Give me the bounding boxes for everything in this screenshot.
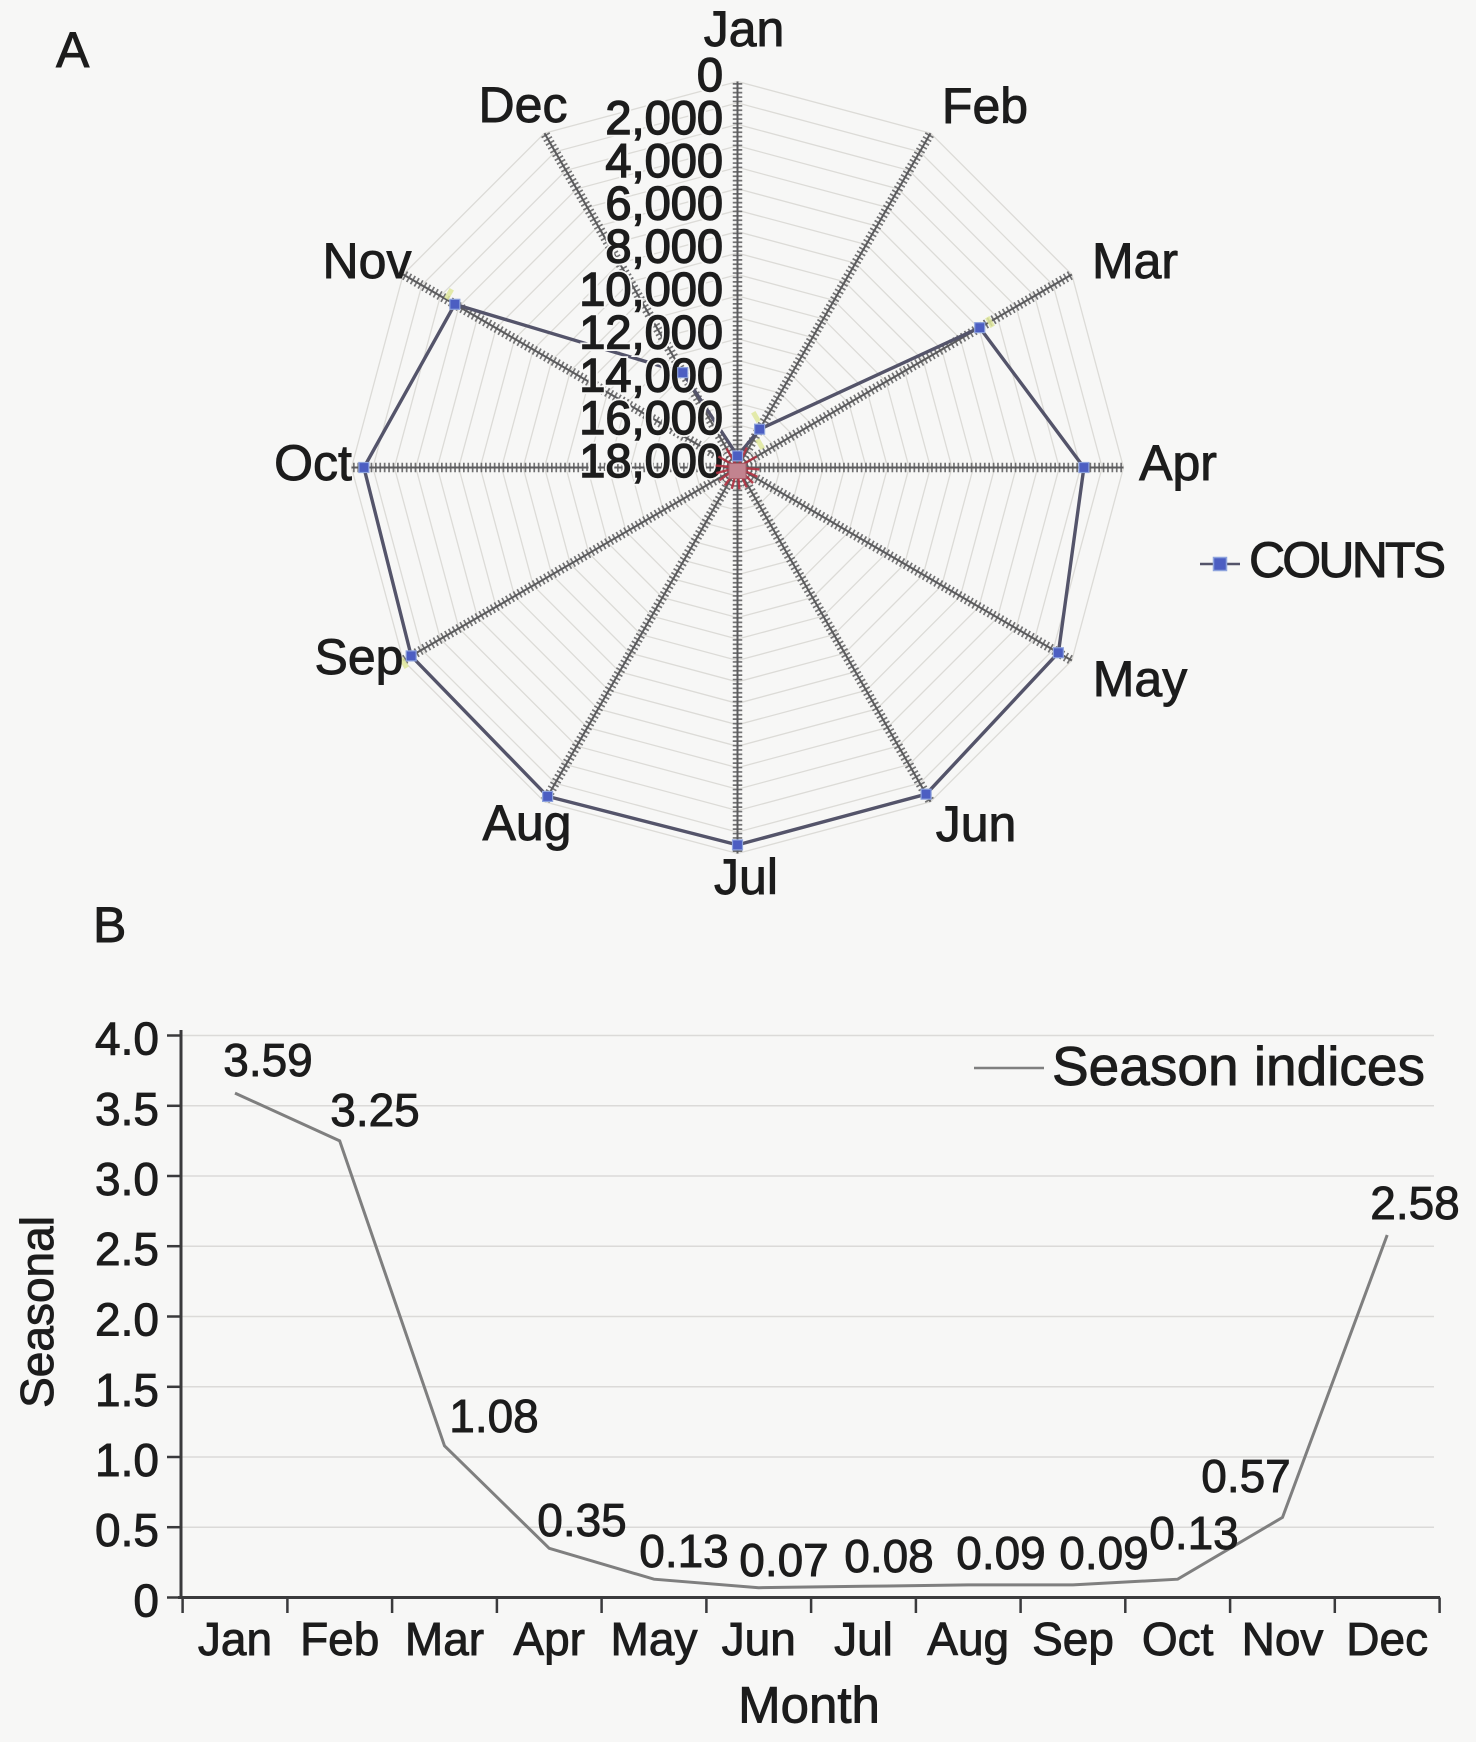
svg-text:8,000: 8,000 [605,220,723,273]
svg-text:12,000: 12,000 [579,305,723,358]
svg-text:0.09: 0.09 [1059,1527,1149,1579]
svg-text:Jun: Jun [936,796,1017,852]
svg-text:Season indices: Season indices [1052,1035,1425,1097]
svg-text:May: May [611,1613,698,1665]
svg-text:1.0: 1.0 [95,1434,159,1486]
svg-text:8,000: 8,000 [605,220,723,273]
svg-text:3.59: 3.59 [223,1034,313,1086]
svg-text:Sep: Sep [1032,1613,1114,1665]
svg-text:14,000: 14,000 [579,348,723,401]
svg-text:4.0: 4.0 [95,1013,159,1065]
svg-text:COUNTS: COUNTS [1249,532,1445,588]
svg-text:0.07: 0.07 [739,1534,829,1586]
svg-text:1.08: 1.08 [449,1390,539,1442]
svg-text:2.5: 2.5 [95,1223,159,1275]
svg-text:10,000: 10,000 [579,263,723,316]
svg-text:16,000: 16,000 [579,391,723,444]
svg-text:Jan: Jan [704,1,785,57]
svg-text:A: A [56,22,90,78]
svg-text:3.25: 3.25 [330,1084,420,1136]
svg-text:Nov: Nov [1242,1613,1324,1665]
svg-text:3.0: 3.0 [95,1153,159,1205]
svg-text:2,000: 2,000 [605,91,723,144]
svg-text:Seasonal: Seasonal [11,1216,63,1408]
svg-text:Sep: Sep [315,629,404,685]
svg-text:1.5: 1.5 [95,1364,159,1416]
svg-text:Jul: Jul [834,1613,893,1665]
svg-text:0.57: 0.57 [1201,1450,1291,1502]
svg-text:Aug: Aug [927,1613,1009,1665]
svg-text:0.13: 0.13 [639,1525,729,1577]
svg-text:Apr: Apr [1139,435,1217,491]
svg-text:18,000: 18,000 [579,434,723,487]
svg-text:Nov: Nov [323,233,412,289]
svg-text:6,000: 6,000 [605,177,723,230]
svg-text:12,000: 12,000 [579,305,723,358]
svg-text:16,000: 16,000 [579,391,723,444]
svg-text:0.13: 0.13 [1149,1507,1239,1559]
svg-text:Jan: Jan [198,1613,272,1665]
svg-text:Oct: Oct [274,435,352,491]
svg-text:Oct: Oct [1142,1613,1214,1665]
svg-text:Month: Month [738,1677,880,1734]
svg-text:3.5: 3.5 [95,1083,159,1135]
svg-text:Mar: Mar [1092,233,1178,289]
svg-text:Dec: Dec [479,77,568,133]
svg-text:Feb: Feb [942,78,1028,134]
svg-text:0.35: 0.35 [537,1494,627,1546]
svg-text:18,000: 18,000 [579,434,723,487]
svg-text:2,000: 2,000 [605,91,723,144]
svg-text:14,000: 14,000 [579,348,723,401]
svg-text:Apr: Apr [513,1613,585,1665]
svg-text:Jul: Jul [714,849,778,905]
svg-text:Dec: Dec [1346,1613,1428,1665]
svg-text:0.09: 0.09 [956,1527,1046,1579]
svg-text:2.0: 2.0 [95,1294,159,1346]
svg-text:B: B [93,897,126,953]
svg-text:May: May [1093,651,1187,707]
svg-text:Jun: Jun [722,1613,796,1665]
svg-text:0.08: 0.08 [844,1530,934,1582]
svg-text:0.5: 0.5 [95,1504,159,1556]
svg-text:0: 0 [133,1575,159,1627]
svg-text:Feb: Feb [300,1613,379,1665]
svg-text:Aug: Aug [483,795,572,851]
svg-text:0: 0 [697,48,723,101]
svg-text:0: 0 [697,48,723,101]
svg-text:10,000: 10,000 [579,263,723,316]
svg-text:4,000: 4,000 [605,134,723,187]
svg-text:6,000: 6,000 [605,177,723,230]
svg-text:2.58: 2.58 [1370,1177,1460,1229]
svg-text:4,000: 4,000 [605,134,723,187]
svg-text:Mar: Mar [405,1613,484,1665]
